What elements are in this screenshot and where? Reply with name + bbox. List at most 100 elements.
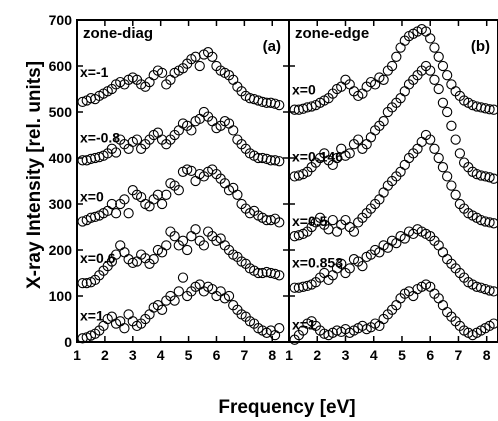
data-point — [182, 244, 193, 256]
series-label: x=0 — [80, 188, 104, 204]
data-point — [265, 155, 277, 166]
series-label: x=-1 — [80, 64, 109, 80]
data-point — [161, 240, 172, 251]
data-point — [302, 280, 313, 292]
data-point — [257, 267, 268, 279]
data-point — [274, 156, 285, 167]
data-point — [488, 218, 498, 229]
data-point — [77, 277, 88, 289]
data-point — [442, 106, 453, 118]
data-point — [269, 98, 281, 109]
data-point — [77, 96, 88, 108]
x-tick-label: 4 — [157, 347, 165, 363]
panel-letter: (b) — [471, 38, 490, 55]
data-point — [450, 134, 461, 145]
data-point — [274, 323, 285, 334]
series-x=-1 — [77, 47, 285, 111]
x-axis-title: Frequency [eV] — [218, 397, 355, 418]
data-point — [106, 198, 118, 210]
x-tick-label: 7 — [455, 347, 463, 363]
data-point — [253, 267, 264, 279]
data-point — [223, 290, 235, 302]
data-point — [119, 323, 130, 334]
x-tick-label: 1 — [285, 347, 293, 363]
series-x=0.6 — [77, 224, 285, 289]
data-point — [437, 60, 449, 72]
data-point — [484, 217, 495, 228]
data-point — [194, 60, 205, 72]
data-point — [289, 104, 300, 115]
y-tick-label: 300 — [49, 196, 73, 212]
data-point — [446, 180, 457, 191]
series-label: x=1 — [292, 317, 316, 333]
y-tick-label: 200 — [49, 242, 73, 258]
data-point — [169, 231, 180, 242]
data-point — [433, 152, 444, 164]
data-point — [391, 51, 402, 62]
y-axis-ticks: 0 100 200 300 400 500 600 700 — [49, 12, 295, 350]
data-point — [293, 170, 305, 181]
data-point — [131, 134, 143, 145]
x-tick-label: 5 — [398, 347, 406, 363]
series-x=1 — [77, 272, 285, 344]
data-point — [94, 151, 105, 163]
data-point — [437, 97, 449, 108]
series-label: x=0.5 — [292, 213, 328, 229]
x-tick-label: 2 — [313, 347, 321, 363]
data-point — [186, 125, 197, 136]
x-tick-label: 6 — [426, 347, 434, 363]
data-point — [336, 258, 347, 269]
data-point — [156, 304, 168, 315]
data-point — [442, 171, 453, 182]
series-x=0 — [77, 164, 285, 228]
data-point — [484, 285, 495, 296]
data-point — [274, 99, 285, 111]
y-axis-title: X-ray Intensity [rel. units] — [24, 61, 45, 289]
data-point — [156, 198, 168, 210]
data-point — [173, 185, 184, 196]
y-tick-label: 500 — [49, 104, 73, 120]
data-point — [446, 120, 457, 131]
x-tick-label: 2 — [101, 347, 109, 363]
data-point — [348, 226, 360, 237]
series-label: x=0.853 — [292, 255, 343, 271]
data-point — [110, 147, 122, 158]
data-point — [77, 155, 88, 166]
data-point — [488, 173, 498, 184]
series-x=-0.8 — [77, 106, 285, 167]
data-point — [357, 260, 368, 272]
series-label: x=0.6 — [80, 250, 116, 266]
y-tick-label: 0 — [64, 334, 72, 350]
data-point — [261, 214, 272, 226]
series-label: x=0 — [292, 82, 316, 98]
data-point — [319, 328, 330, 339]
data-point — [488, 318, 498, 329]
data-point — [480, 103, 491, 114]
data-point — [353, 134, 364, 145]
data-point — [261, 266, 272, 278]
data-point — [177, 272, 189, 283]
data-point — [454, 148, 466, 159]
y-tick-label: 600 — [49, 58, 73, 74]
data-point — [378, 74, 389, 85]
x-tick-label: 8 — [483, 347, 491, 363]
x-tick-label: 3 — [342, 347, 350, 363]
data-point — [344, 263, 355, 274]
panel-frame — [288, 19, 498, 343]
data-point — [119, 194, 130, 205]
series-x=1 — [289, 279, 498, 345]
data-point — [429, 42, 440, 53]
x-tick-label: 1 — [73, 347, 81, 363]
data-point — [269, 268, 281, 280]
x-tick-label: 6 — [213, 347, 221, 363]
data-point — [148, 254, 159, 265]
data-point — [450, 189, 461, 200]
y-tick-label: 700 — [49, 12, 73, 28]
data-point — [289, 282, 300, 293]
data-point — [425, 134, 436, 145]
data-point — [173, 286, 184, 297]
data-point — [89, 211, 101, 223]
data-point — [85, 153, 97, 165]
data-point — [110, 208, 122, 219]
data-point — [232, 189, 243, 200]
